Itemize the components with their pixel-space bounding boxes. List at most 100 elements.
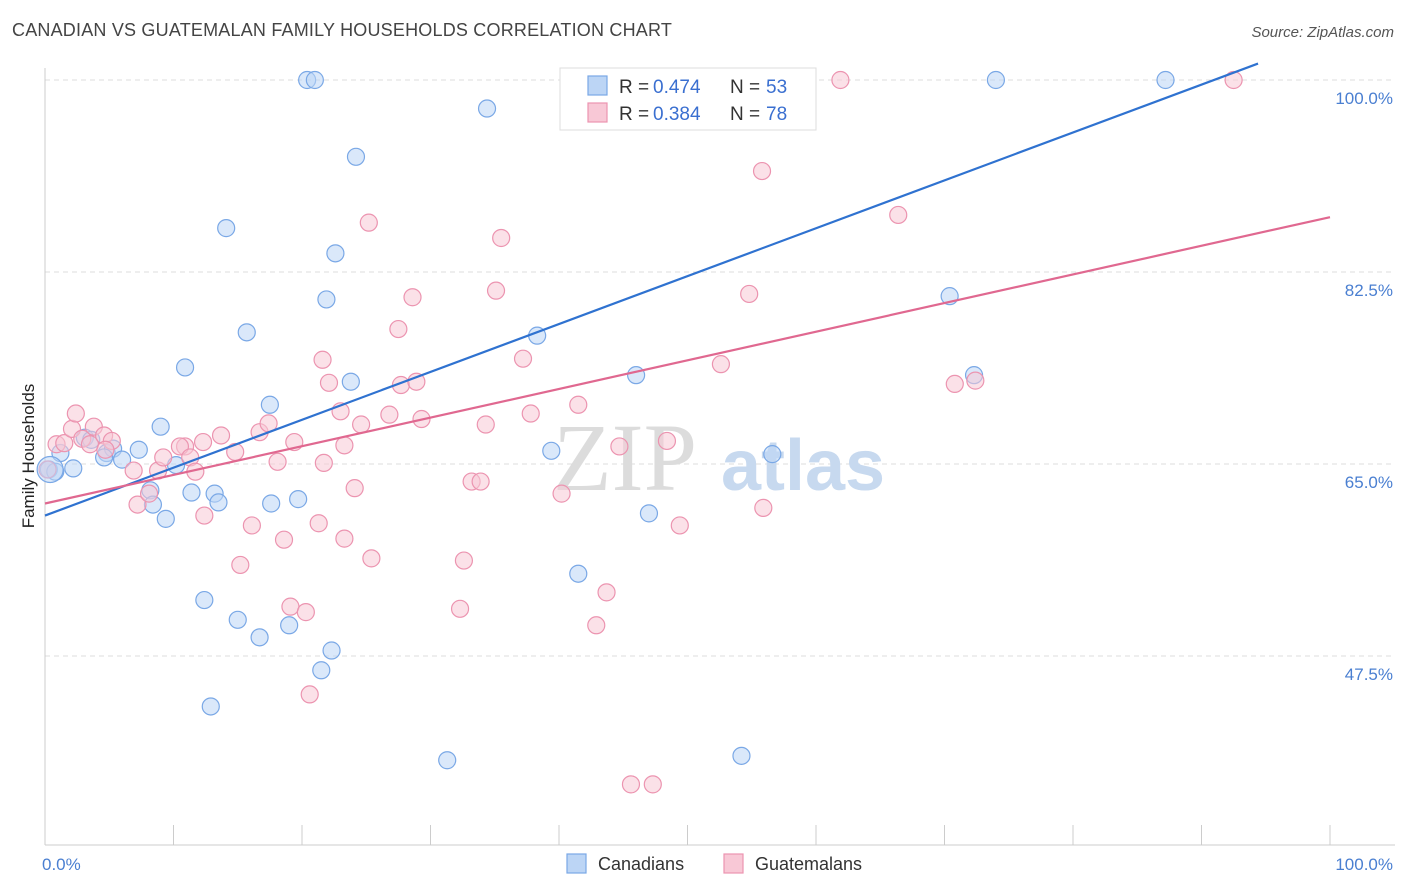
data-point-guatemalans [313,350,332,369]
legend-r-value: 0.474 [653,77,701,98]
data-point-guatemalans [471,472,490,491]
watermark: ZIP atlas [553,404,885,511]
data-point-canadians [569,564,588,583]
trend-lines [44,62,1331,517]
data-point-guatemalans [211,426,231,445]
data-point-guatemalans [966,371,985,390]
data-point-guatemalans [597,583,616,602]
data-point-guatemalans [569,395,588,414]
data-point-canadians [346,147,366,166]
data-point-canadians [305,70,324,90]
data-point-guatemalans [345,479,364,498]
data-point-canadians [626,366,646,385]
legend-swatch-canadians [587,75,608,96]
source-label: Source: ZipAtlas.com [1251,24,1394,41]
data-point-canadians [156,509,175,528]
y-tick-label: 100.0% [1335,89,1393,108]
data-point-guatemalans [154,448,173,467]
x-tick-label: 100.0% [1335,855,1393,874]
data-point-canadians [317,290,336,309]
data-point-canadians [322,641,341,660]
data-point-canadians [341,372,360,391]
data-point-guatemalans [319,373,339,392]
data-point-canadians [477,99,497,118]
data-point-guatemalans [407,372,426,391]
watermark-atlas: atlas [721,426,885,506]
data-point-guatemalans [587,616,606,635]
x-tick-labels: 0.0% 100.0% [42,855,1393,874]
data-point-guatemalans [335,436,354,455]
data-point-canadians [986,70,1006,90]
data-point-canadians [195,590,214,610]
legend-swatch-canadians [566,853,587,874]
data-point-guatemalans [335,529,354,548]
legend-r-label: R = [619,104,649,125]
data-point-guatemalans [740,284,759,304]
legend-swatch-guatemalans [587,102,608,123]
data-point-canadians [228,610,247,629]
data-point-canadians [64,459,83,478]
data-point-guatemalans [359,213,378,232]
data-point-guatemalans [242,516,261,535]
data-point-canadians [262,494,281,513]
legend-n-label: N = [730,77,760,98]
data-point-guatemalans [643,775,662,794]
data-point-guatemalans [193,432,213,452]
legend-n-value: 78 [766,104,787,125]
data-point-canadians [182,483,201,502]
data-point-guatemalans [486,281,506,300]
data-point-canadians [1156,70,1175,90]
legend-swatch-guatemalans [723,853,744,874]
data-point-canadians [217,219,236,238]
trend-line-guatemalans [44,216,1331,505]
data-point-guatemalans [231,555,250,575]
data-point-guatemalans [754,498,773,517]
data-point-canadians [250,628,269,647]
data-point-canadians [175,358,195,377]
data-point-guatemalans [513,349,533,368]
data-point-canadians [280,616,299,635]
data-point-canadians [112,450,132,469]
data-point-canadians [260,395,279,414]
y-tick-label: 47.5% [1345,665,1393,684]
data-point-guatemalans [309,514,328,533]
data-point-guatemalans [945,374,964,394]
data-point-guatemalans [296,603,315,622]
legend-n-label: N = [730,104,760,125]
x-tick-label: 0.0% [42,855,81,874]
legend-stats: R = 0.474 N = 53 R = 0.384 N = 78 [559,67,817,131]
data-point-guatemalans [454,551,474,570]
legend-label-guatemalans: Guatemalans [755,854,862,874]
data-point-guatemalans [274,530,294,549]
data-point-canadians [312,661,331,680]
legend-r-label: R = [619,77,649,98]
data-point-guatemalans [128,495,147,514]
data-point-guatemalans [657,431,677,451]
y-axis-label: Family Households [19,384,38,529]
data-point-guatemalans [889,205,908,225]
data-point-guatemalans [450,599,470,618]
data-point-guatemalans [300,685,319,704]
legend-label-canadians: Canadians [598,854,684,874]
data-point-guatemalans [139,484,159,503]
legend-series: Canadians Guatemalans [566,853,862,874]
data-point-canadians [201,697,220,716]
data-point-guatemalans [55,434,74,453]
legend-n-value: 53 [766,77,787,98]
data-point-canadians [36,455,64,484]
data-point-guatemalans [389,319,408,339]
data-point-canadians [763,445,782,464]
data-point-guatemalans [711,355,731,374]
data-point-canadians [542,441,561,460]
data-point-canadians [639,504,659,523]
data-point-guatemalans [552,484,571,503]
data-point-guatemalans [66,404,85,423]
data-point-guatemalans [195,506,214,525]
watermark-zip: ZIP [553,404,697,511]
data-point-canadians [151,417,170,436]
data-point-guatemalans [380,405,399,424]
data-point-canadians [289,490,308,509]
data-point-canadians [732,746,751,765]
data-point-canadians [209,493,228,512]
